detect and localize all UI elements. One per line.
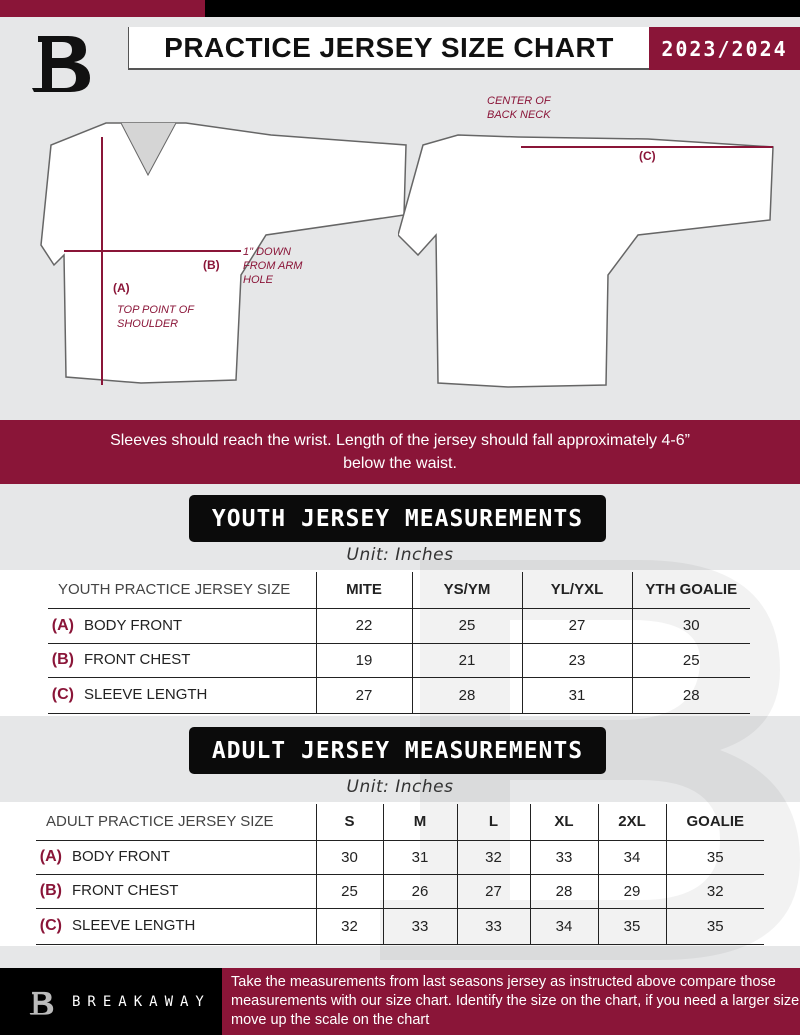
- table-row: (A) BODY FRONT 30 31 32 33 34 35: [36, 840, 764, 875]
- adult-section-title: ADULT JERSEY MEASUREMENTS: [189, 727, 606, 774]
- cell: 30: [631, 608, 750, 644]
- row-letter: (C): [51, 686, 74, 703]
- cell: 33: [382, 908, 457, 945]
- header-cell: YS/YM: [411, 572, 522, 609]
- breakaway-logo-small: [29, 991, 54, 1015]
- table-header-row: YOUTH PRACTICE JERSEY SIZE MITE YS/YM YL…: [48, 572, 750, 609]
- table-row: (B) FRONT CHEST 25 26 27 28 29 32: [36, 874, 764, 909]
- cell: 32: [456, 840, 530, 875]
- table-row: (A) BODY FRONT 22 25 27 30: [48, 608, 750, 644]
- header-cell: GOALIE: [665, 804, 764, 841]
- row-label: FRONT CHEST: [84, 651, 191, 668]
- adult-unit: Unit: Inches: [346, 777, 454, 797]
- cell: 27: [521, 608, 632, 644]
- header-cell: YL/YXL: [521, 572, 632, 609]
- cell: 35: [597, 908, 666, 945]
- breakaway-logo: [28, 28, 92, 98]
- back-jersey-diagram: [398, 134, 774, 388]
- youth-section-title: YOUTH JERSEY MEASUREMENTS: [189, 495, 606, 542]
- top-accent-bar: [0, 0, 205, 17]
- cell: 34: [597, 840, 666, 875]
- cell: 19: [315, 643, 412, 678]
- row-letter: (B): [39, 882, 62, 899]
- row-label: BODY FRONT: [84, 616, 183, 634]
- cell: 21: [411, 643, 522, 678]
- footer-brand: BREAKAWAY: [0, 968, 222, 1035]
- header-cell: ADULT PRACTICE JERSEY SIZE: [36, 804, 316, 841]
- cell: 27: [315, 677, 412, 714]
- table-row: (C) SLEEVE LENGTH 27 28 31 28: [48, 677, 750, 714]
- cell: 35: [665, 908, 764, 945]
- cell: 25: [315, 874, 383, 909]
- header-cell: YTH GOALIE: [631, 572, 750, 609]
- row-letter: (A): [51, 616, 74, 634]
- label-c: (C): [639, 149, 656, 163]
- cell: 28: [529, 874, 598, 909]
- label-c-text: CENTER OF BACK NECK: [487, 95, 551, 121]
- row-letter: (A): [39, 848, 62, 865]
- season-label: 2023/2024: [649, 27, 800, 70]
- header-cell: 2XL: [597, 804, 666, 841]
- row-label: FRONT CHEST: [72, 882, 179, 899]
- cell: 35: [665, 840, 764, 875]
- header-cell: MITE: [315, 572, 412, 609]
- cell: 33: [456, 908, 530, 945]
- top-black-bar: [205, 0, 800, 17]
- front-jersey-diagram: [40, 122, 407, 385]
- cell: 31: [382, 840, 457, 875]
- cell: 23: [521, 643, 632, 678]
- row-letter: (B): [51, 651, 74, 668]
- cell: 26: [382, 874, 457, 909]
- cell: 32: [315, 908, 383, 945]
- header-cell: XL: [529, 804, 598, 841]
- cell: 25: [631, 643, 750, 678]
- table-header-row: ADULT PRACTICE JERSEY SIZE S M L XL 2XL …: [36, 804, 764, 841]
- header-cell: S: [315, 804, 383, 841]
- youth-unit: Unit: Inches: [346, 545, 454, 565]
- table-row: (B) FRONT CHEST 19 21 23 25: [48, 643, 750, 678]
- cell: 28: [411, 677, 522, 714]
- cell: 29: [597, 874, 666, 909]
- header-cell: YOUTH PRACTICE JERSEY SIZE: [48, 572, 316, 609]
- adult-size-table: ADULT PRACTICE JERSEY SIZE S M L XL 2XL …: [36, 804, 764, 945]
- cell: 33: [529, 840, 598, 875]
- cell: 34: [529, 908, 598, 945]
- row-letter: (C): [39, 917, 62, 934]
- label-a: (A): [113, 281, 130, 295]
- cell: 28: [631, 677, 750, 714]
- brand-name: BREAKAWAY: [72, 993, 211, 1010]
- cell: 31: [521, 677, 632, 714]
- label-b: (B): [203, 258, 220, 272]
- fit-note: Sleeves should reach the wrist. Length o…: [0, 420, 800, 484]
- cell: 32: [665, 874, 764, 909]
- youth-size-table: YOUTH PRACTICE JERSEY SIZE MITE YS/YM YL…: [48, 572, 750, 714]
- cell: 27: [456, 874, 530, 909]
- row-label: BODY FRONT: [72, 848, 171, 865]
- cell: 30: [315, 840, 383, 875]
- cell: 22: [315, 608, 412, 644]
- page-title: PRACTICE JERSEY SIZE CHART: [128, 27, 649, 70]
- fit-note-text: Sleeves should reach the wrist. Length o…: [110, 432, 690, 472]
- footer-instructions: Take the measurements from last seasons …: [222, 968, 800, 1035]
- header-cell: M: [382, 804, 457, 841]
- header-cell: L: [456, 804, 530, 841]
- table-row: (C) SLEEVE LENGTH 32 33 33 34 35 35: [36, 908, 764, 945]
- cell: 25: [411, 608, 522, 644]
- label-a-text: TOP POINT OF SHOULDER: [117, 304, 194, 330]
- row-label: SLEEVE LENGTH: [84, 686, 208, 703]
- row-label: SLEEVE LENGTH: [72, 917, 196, 934]
- label-b-text: 1" DOWN FROM ARM HOLE: [243, 246, 303, 286]
